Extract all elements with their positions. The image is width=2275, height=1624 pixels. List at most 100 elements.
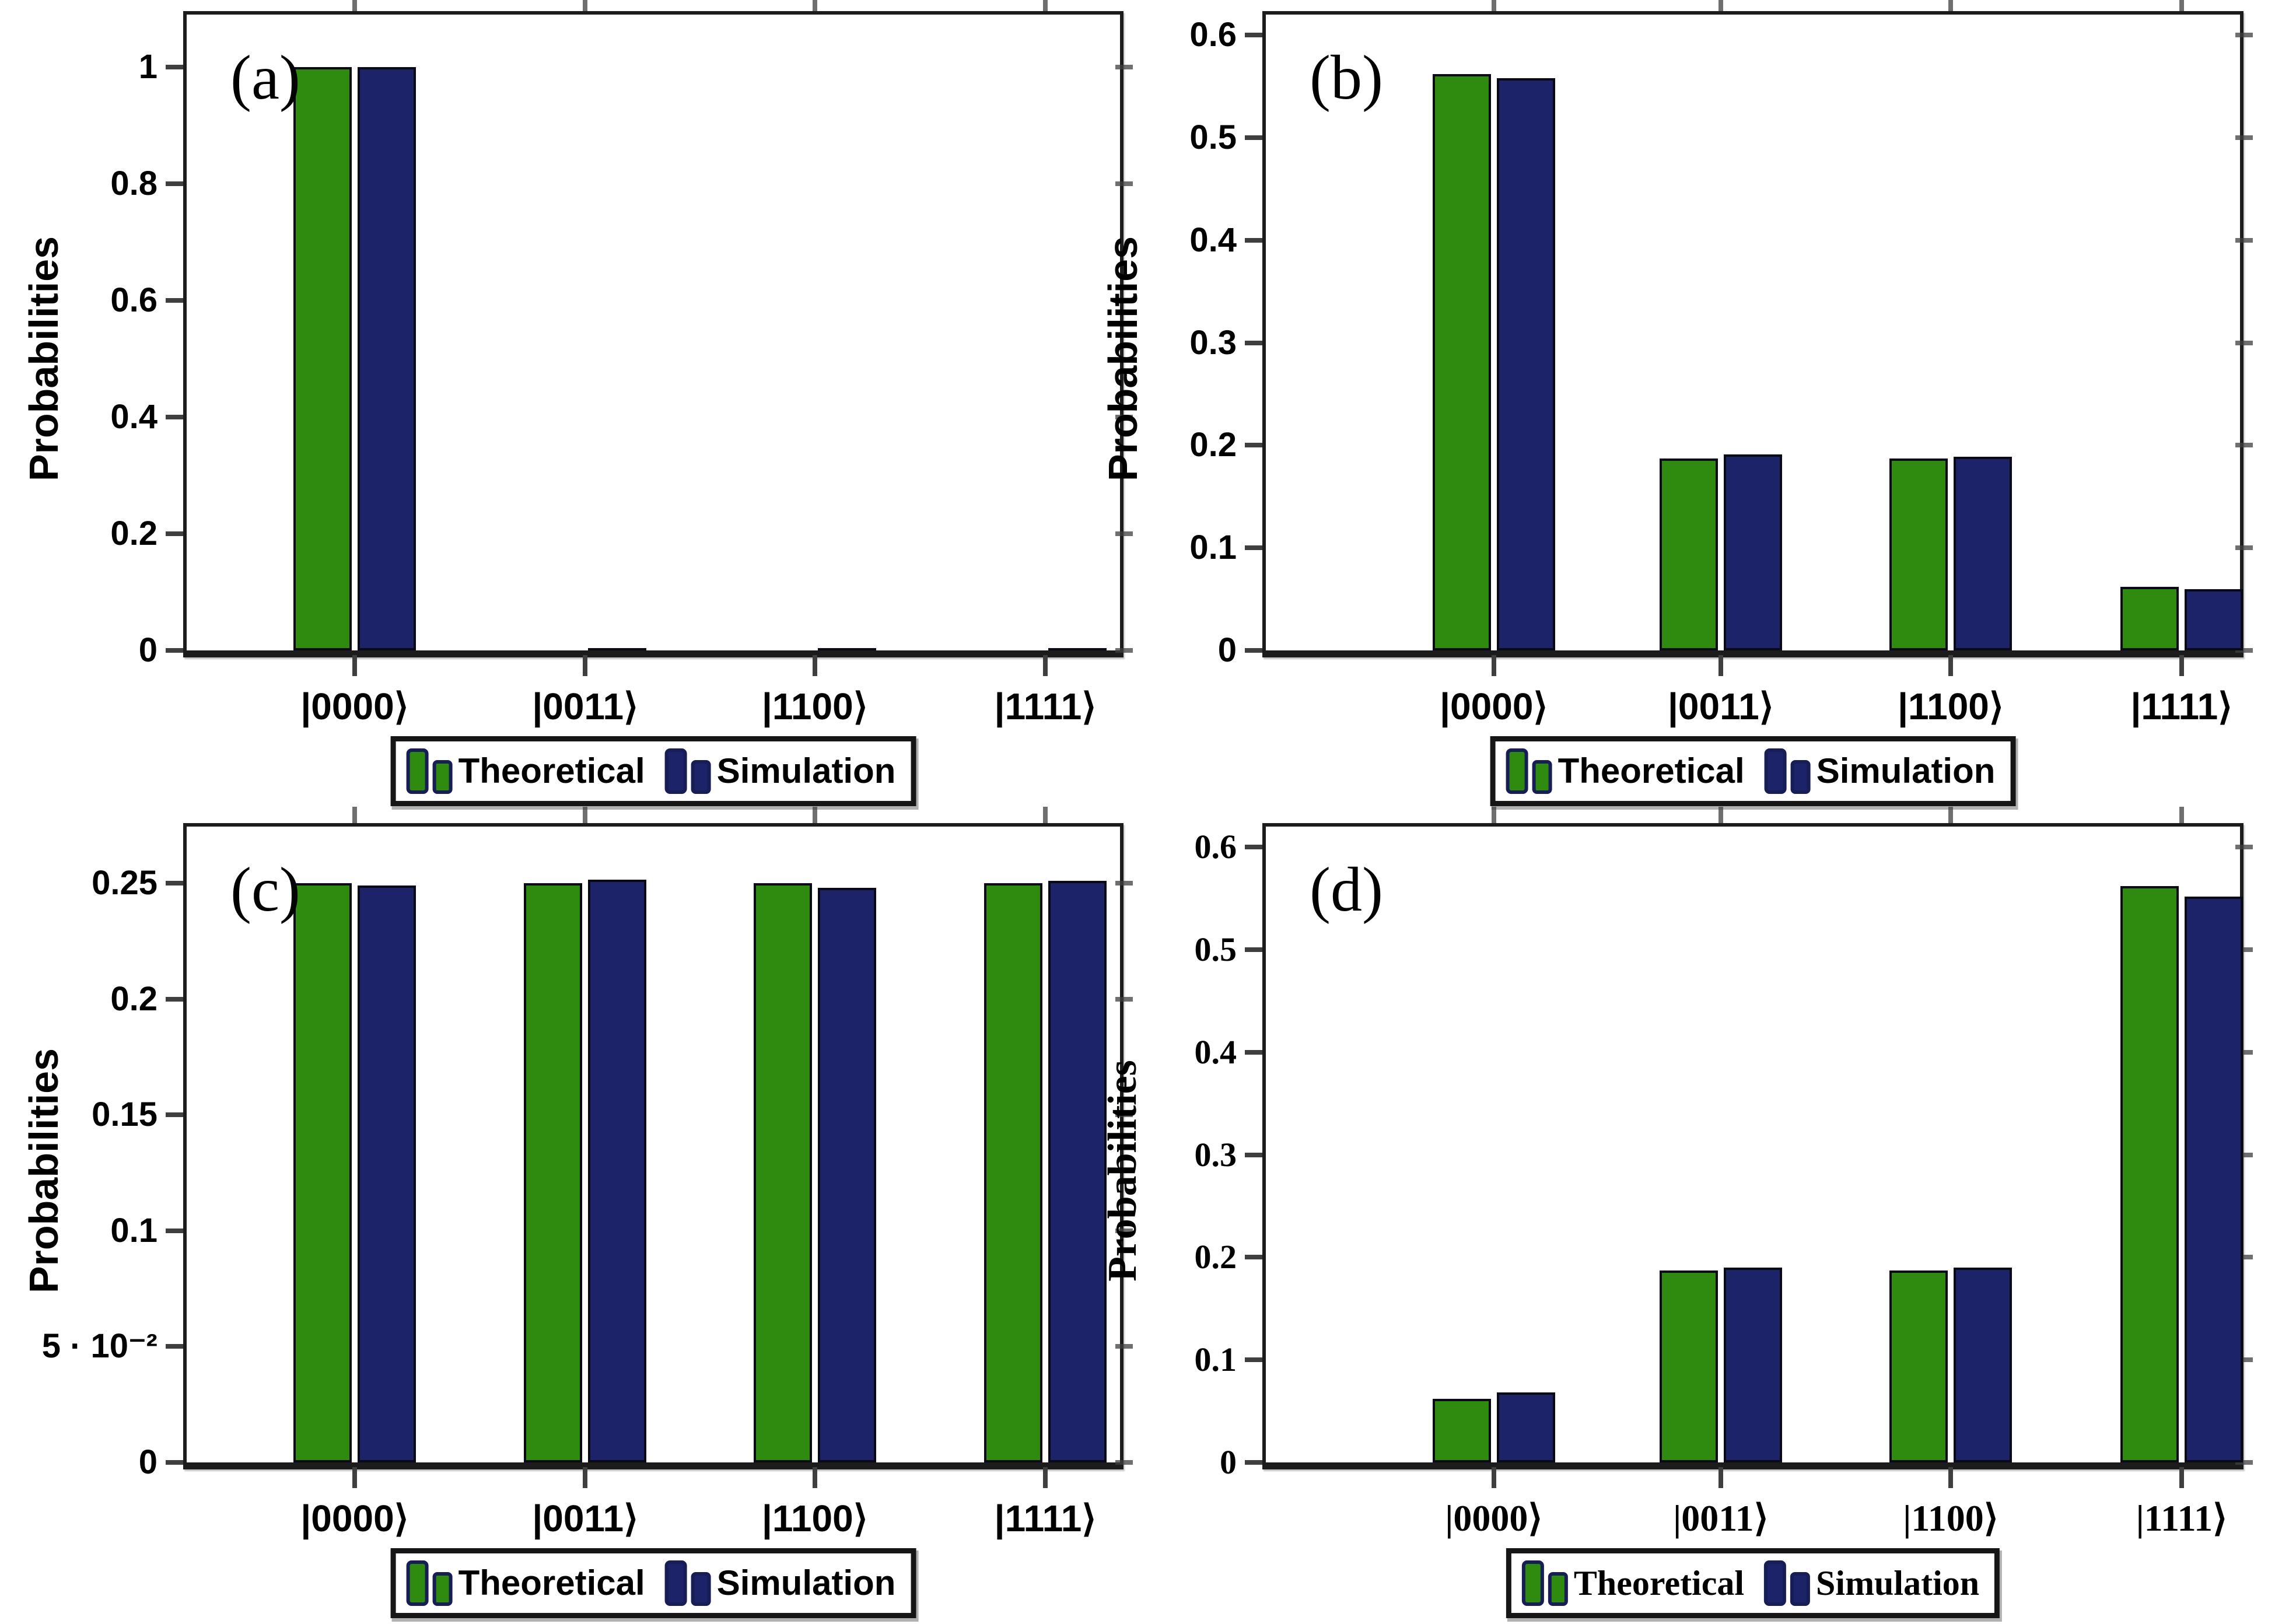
- x-tick: [1491, 655, 1496, 676]
- theoretical-bar-glyph-icon: [1521, 1560, 1544, 1606]
- theoretical-swatch-icon: [1521, 1560, 1568, 1606]
- y-tick-label: 0.2: [1189, 426, 1237, 464]
- x-tick-label: |0011⟩: [532, 1497, 639, 1539]
- bar-theoretical-b-1: [1659, 459, 1718, 650]
- bar-theoretical-d-0: [1432, 1399, 1491, 1462]
- y-axis-label: Probabilities: [21, 1048, 66, 1294]
- y-tick-label: 1: [138, 48, 158, 86]
- bar-theoretical-c-0: [293, 883, 352, 1462]
- x-tick: [1043, 1467, 1048, 1488]
- bar-theoretical-b-0: [1432, 74, 1491, 650]
- theoretical-bar-glyph-icon: [406, 748, 429, 794]
- y-tick-mirror: [2235, 443, 2253, 448]
- y-tick-mirror: [2235, 1357, 2253, 1363]
- simulation-bar-glyph-icon: [691, 760, 711, 794]
- x-tick: [583, 655, 588, 676]
- y-tick: [1245, 648, 1262, 653]
- y-tick: [1245, 545, 1262, 551]
- y-tick-label: 0.1: [1194, 1340, 1237, 1379]
- x-tick-mirror: [352, 0, 357, 11]
- legend-d: Theoretical Simulation: [1506, 1548, 2000, 1618]
- y-tick-label: 0.6: [1189, 16, 1237, 54]
- theoretical-swatch-icon: [406, 1560, 453, 1606]
- bar-theoretical-a-0: [293, 67, 352, 650]
- x-tick: [2179, 655, 2184, 676]
- y-tick: [1245, 845, 1262, 850]
- bar-simulation-d-1: [1723, 1268, 1782, 1462]
- y-tick: [166, 1460, 183, 1465]
- y-tick: [1245, 1152, 1262, 1157]
- bar-simulation-c-1: [588, 880, 647, 1462]
- panel-label-b: (b): [1310, 43, 1383, 113]
- x-tick-label: |1111⟩: [994, 1497, 1097, 1539]
- x-tick-mirror: [1948, 0, 1953, 11]
- bar-simulation-b-3: [2184, 589, 2243, 650]
- x-tick-label: |0000⟩: [300, 685, 409, 727]
- y-tick-mirror: [1115, 1112, 1133, 1118]
- bar-theoretical-c-3: [984, 883, 1042, 1462]
- x-tick-mirror: [1043, 0, 1048, 11]
- y-tick-mirror: [1115, 996, 1133, 1002]
- x-tick-label: |1100⟩: [1898, 685, 2004, 727]
- simulation-swatch-icon: [1764, 1560, 1811, 1606]
- theoretical-bar-glyph-icon: [432, 760, 453, 794]
- bar-theoretical-d-3: [2120, 886, 2179, 1462]
- plot-area-b: [1262, 11, 2244, 657]
- bar-simulation-b-0: [1496, 78, 1555, 650]
- y-tick: [1245, 1357, 1262, 1363]
- y-tick-label: 0.6: [110, 281, 158, 319]
- x-tick-mirror: [2179, 807, 2184, 823]
- y-tick-mirror: [1115, 1228, 1133, 1233]
- bar-theoretical-d-2: [1889, 1270, 1948, 1462]
- bar-simulation-d-2: [1954, 1268, 2012, 1462]
- x-tick-mirror: [1491, 0, 1496, 11]
- x-tick-mirror: [1043, 807, 1048, 823]
- x-tick-mirror: [812, 807, 817, 823]
- y-tick-mirror: [2235, 340, 2253, 345]
- y-tick-label: 0.2: [110, 979, 158, 1018]
- y-tick-mirror: [2235, 947, 2253, 952]
- x-tick-mirror: [583, 807, 588, 823]
- legend-simulation-label: Simulation: [1816, 751, 1996, 790]
- y-tick-mirror: [1115, 881, 1133, 886]
- bar-theoretical-c-1: [524, 883, 583, 1462]
- y-tick-mirror: [2235, 648, 2253, 653]
- x-tick: [1718, 1467, 1723, 1488]
- x-tick: [812, 655, 817, 676]
- x-tick-mirror: [1491, 807, 1496, 823]
- legend-theoretical-label: Theoretical: [458, 1563, 645, 1602]
- y-tick-mirror: [1115, 531, 1133, 536]
- y-tick-mirror: [1115, 298, 1133, 303]
- x-tick-label: |0000⟩: [300, 1497, 409, 1539]
- y-tick-label: 0.6: [1194, 828, 1237, 866]
- simulation-bar-glyph-icon: [1764, 748, 1787, 794]
- y-tick: [1245, 135, 1262, 140]
- simulation-bar-glyph-icon: [1790, 760, 1811, 794]
- legend-theoretical-label: Theoretical: [1558, 751, 1745, 790]
- y-tick-mirror: [2235, 33, 2253, 38]
- theoretical-bar-glyph-icon: [406, 1560, 429, 1606]
- x-tick-mirror: [352, 807, 357, 823]
- legend-simulation-label: Simulation: [716, 1563, 896, 1602]
- y-tick-mirror: [1115, 415, 1133, 419]
- y-tick-mirror: [2235, 1460, 2253, 1465]
- y-tick: [166, 648, 183, 653]
- y-tick: [1245, 237, 1262, 243]
- x-tick: [1491, 1467, 1496, 1488]
- x-tick-mirror: [2179, 0, 2184, 11]
- theoretical-bar-glyph-icon: [1548, 1572, 1568, 1606]
- panel-d: Probabilities 0 0.1 0.2 0.3 0.4 0.5 0.6 |0000⟩ |0…: [1100, 807, 2275, 1624]
- bar-simulation-a-1: [588, 648, 647, 650]
- y-tick: [1245, 33, 1262, 38]
- theoretical-swatch-icon: [406, 748, 453, 794]
- y-tick-mirror: [1115, 648, 1133, 653]
- simulation-bar-glyph-icon: [664, 748, 687, 794]
- y-tick-label: 0.3: [1189, 323, 1237, 362]
- y-tick-label: 0.25: [92, 864, 158, 902]
- y-tick-label: 0.15: [92, 1096, 158, 1134]
- y-tick-mirror: [1115, 181, 1133, 186]
- bar-simulation-b-1: [1723, 454, 1782, 650]
- bar-simulation-d-3: [2184, 897, 2243, 1462]
- y-tick-mirror: [2235, 237, 2253, 243]
